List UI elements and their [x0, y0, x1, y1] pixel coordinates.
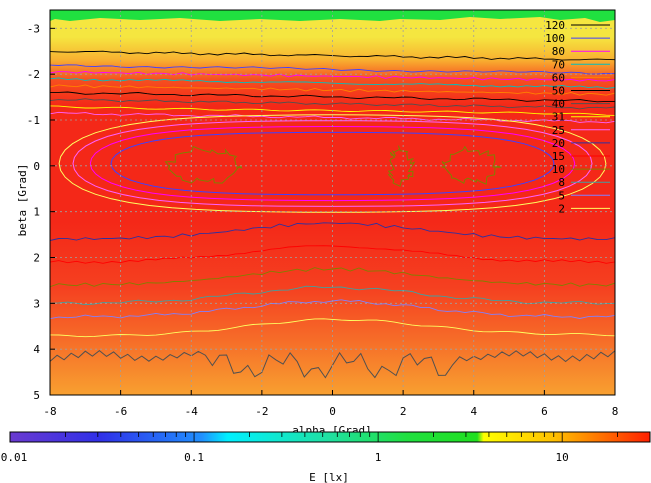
contour-line	[50, 267, 615, 288]
y-tick-label: -1	[27, 114, 40, 127]
legend-label: 70	[552, 58, 565, 71]
legend-label: 20	[552, 137, 565, 150]
colorbar-label: E [lx]	[309, 471, 349, 483]
contour-core	[387, 145, 416, 187]
contour-lines	[50, 50, 615, 379]
y-tick-label: 3	[33, 297, 40, 310]
y-tick-label: -2	[27, 68, 40, 81]
x-tick-label: 4	[470, 405, 477, 418]
legend-label: 40	[552, 98, 565, 111]
y-tick-label: 2	[33, 252, 40, 265]
colorbar-tick-label: 10	[556, 451, 569, 464]
contour-core	[164, 145, 243, 184]
x-tick-label: -4	[185, 405, 199, 418]
y-tick-label: 4	[33, 343, 40, 356]
heatmap-field	[50, 10, 615, 395]
plot-area	[50, 10, 615, 395]
legend-label: 25	[552, 124, 565, 137]
colorbar-tick-label: 0.01	[1, 451, 28, 464]
colorbar-ticks: 0.01 0.1 1 10	[1, 432, 651, 464]
x-tick-label: 6	[541, 405, 548, 418]
legend-label: 10	[552, 163, 565, 176]
contour-line	[50, 318, 615, 338]
legend-label: 31	[552, 111, 565, 124]
legend-label: 60	[552, 71, 565, 84]
contour-line	[50, 98, 615, 110]
colorbar-tick-label: 1	[375, 451, 382, 464]
contour-ring	[72, 120, 593, 207]
x-tick-label: 8	[612, 405, 619, 418]
contour-ring	[58, 114, 607, 213]
contour-line	[50, 111, 615, 124]
contour-line	[50, 77, 615, 89]
y-axis-label: beta [Grad]	[16, 164, 29, 237]
legend-label: 15	[552, 150, 565, 163]
contour-line	[50, 285, 615, 306]
legend-label: 80	[552, 45, 565, 58]
grid	[50, 10, 615, 395]
contour-core	[440, 145, 502, 185]
legend-label: 8	[558, 176, 565, 189]
y-tick-label: -3	[27, 22, 40, 35]
x-tick-label: 0	[329, 405, 336, 418]
contour-line	[50, 64, 615, 75]
legend-label: 5	[558, 189, 565, 202]
x-tick-label: -2	[255, 405, 268, 418]
contour-ring	[89, 125, 576, 202]
y-axis: -3 -2 -1 0 1 2 3 4 5	[27, 22, 55, 402]
y-tick-label: 1	[33, 206, 40, 219]
x-tick-label: -6	[114, 405, 127, 418]
legend-label: 2	[558, 202, 565, 215]
legend-label: 100	[545, 32, 565, 45]
contour-line	[50, 222, 615, 241]
x-axis: -8 -6 -4 -2 0 2 4 6 8	[43, 390, 618, 418]
x-tick-label: -8	[43, 405, 56, 418]
legend-label: 50	[552, 85, 565, 98]
colorbar: 0.01 0.1 1 10 E [lx]	[1, 431, 651, 483]
legend-label: 120	[545, 19, 565, 32]
colorbar-tick-label: 0.1	[184, 451, 204, 464]
contour-ring	[110, 131, 555, 196]
y-tick-label: 5	[33, 389, 40, 402]
x-tick-label: 2	[400, 405, 407, 418]
y-tick-label: 0	[33, 160, 40, 173]
